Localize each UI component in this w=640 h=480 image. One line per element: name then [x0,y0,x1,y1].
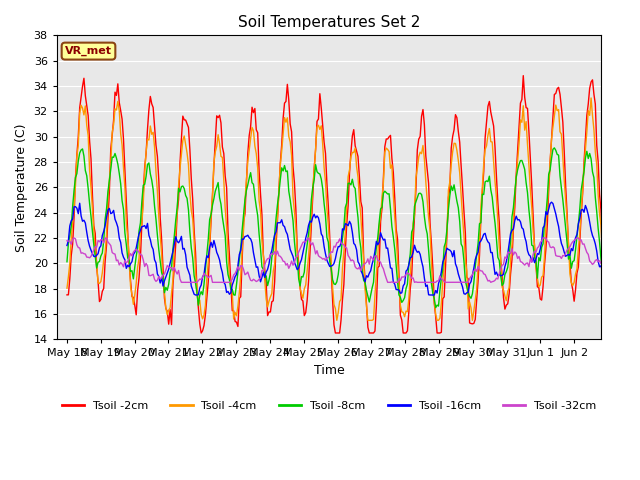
X-axis label: Time: Time [314,364,344,377]
Text: VR_met: VR_met [65,46,112,56]
Title: Soil Temperatures Set 2: Soil Temperatures Set 2 [238,15,420,30]
Y-axis label: Soil Temperature (C): Soil Temperature (C) [15,123,28,252]
Legend: Tsoil -2cm, Tsoil -4cm, Tsoil -8cm, Tsoil -16cm, Tsoil -32cm: Tsoil -2cm, Tsoil -4cm, Tsoil -8cm, Tsoi… [58,396,601,416]
